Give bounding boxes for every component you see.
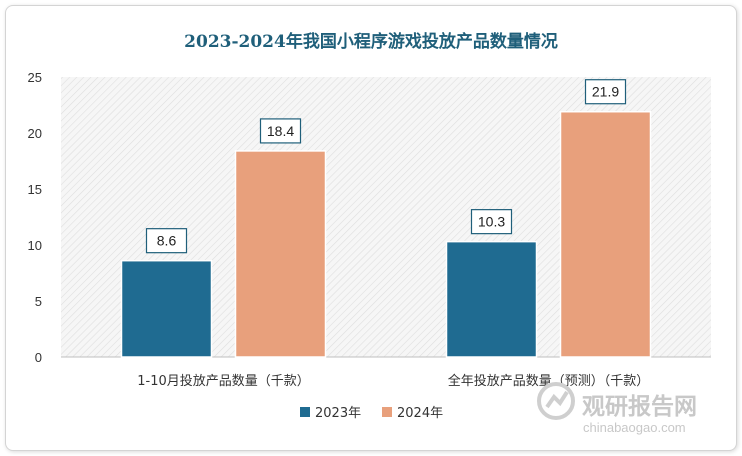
bar-chart: 2023-2024年我国小程序游戏投放产品数量情况 0 5 10 15 20 25 8.6… [28, 31, 711, 435]
bar [445, 240, 538, 358]
watermark-name: 观研报告网 [582, 394, 697, 420]
bar [234, 150, 327, 358]
chart-title: 2023-2024年我国小程序游戏投放产品数量情况 [184, 31, 558, 52]
y-tick-label: 10 [28, 238, 42, 253]
y-tick-label: 15 [28, 182, 42, 197]
data-label: 8.6 [157, 233, 177, 249]
bars: 8.6 18.4 10.3 21.9 [120, 79, 652, 358]
watermark: 观研报告网 chinabaogao.com [537, 382, 697, 435]
data-label: 10.3 [478, 214, 505, 230]
bar [120, 259, 213, 358]
legend-swatch [300, 407, 310, 417]
data-label-box [145, 228, 188, 254]
y-tick-label: 25 [28, 70, 42, 85]
data-label-box [259, 118, 302, 144]
watermark-url: chinabaogao.com [583, 420, 686, 435]
x-category-label: 全年投放产品数量（预测）（千款） [448, 373, 650, 389]
data-label-box [470, 209, 513, 235]
y-tick-label: 0 [35, 350, 42, 365]
x-axis: 1-10月投放产品数量（千款） 全年投放产品数量（预测）（千款） [137, 373, 649, 389]
legend-label: 2023年 [315, 406, 361, 421]
data-label-box [584, 79, 627, 105]
legend-label: 2024年 [397, 406, 443, 421]
legend-swatch [382, 407, 392, 417]
legend: 2023年 2024年 [300, 406, 443, 421]
chart-frame: 2023-2024年我国小程序游戏投放产品数量情况 0 5 10 15 20 25 8.6… [5, 5, 737, 451]
data-label: 18.4 [267, 123, 294, 139]
data-label: 21.9 [592, 84, 619, 100]
bar [559, 110, 652, 358]
y-tick-label: 5 [35, 294, 42, 309]
x-category-label: 1-10月投放产品数量（千款） [137, 373, 310, 389]
chinabaogao-logo-icon [537, 382, 575, 420]
y-tick-label: 20 [28, 126, 42, 141]
